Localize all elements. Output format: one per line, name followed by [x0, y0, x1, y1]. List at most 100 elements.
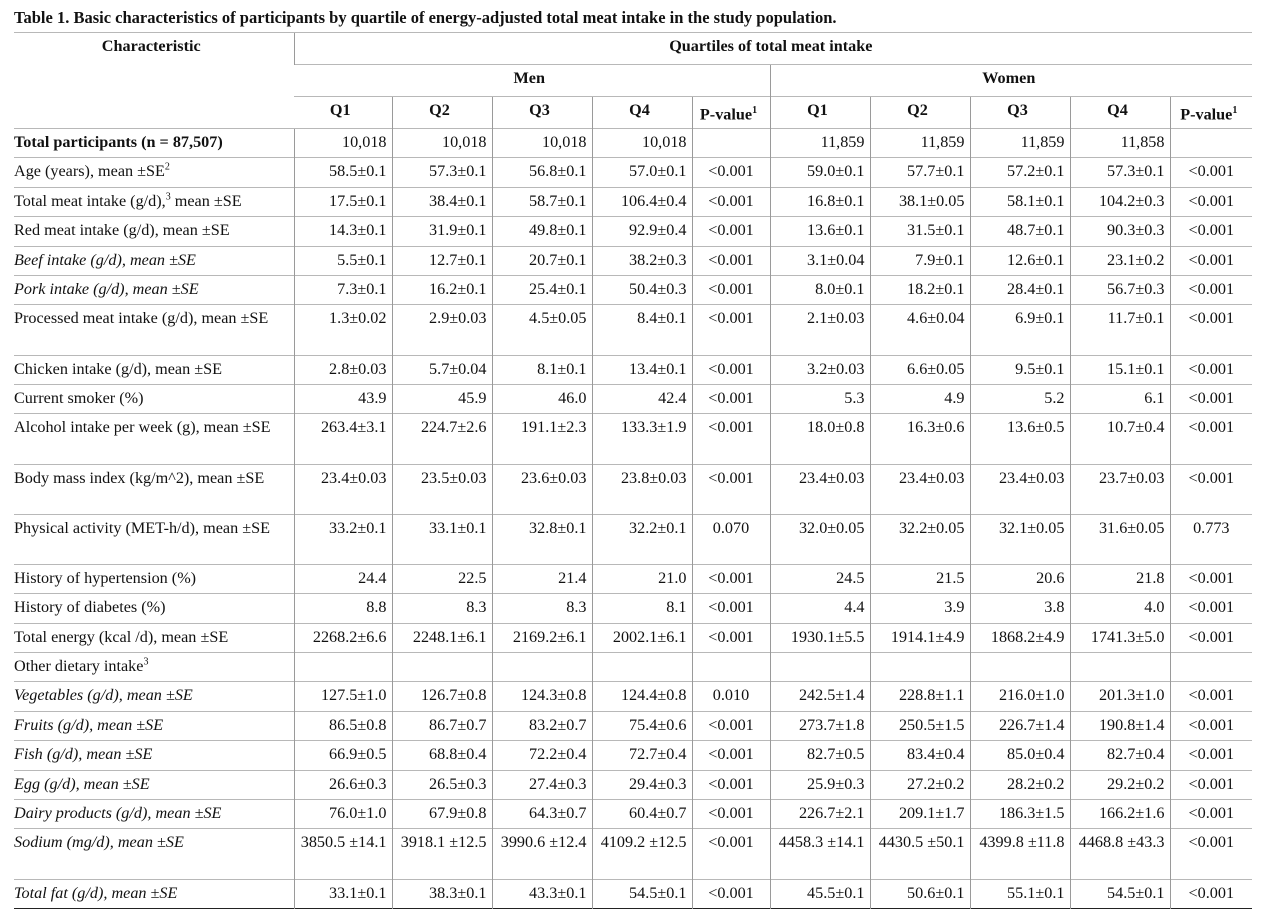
value-cell: 226.7±2.1 — [769, 798, 870, 829]
value-cell — [491, 652, 592, 682]
value-cell: 14.3±0.1 — [293, 216, 392, 247]
value-cell: 32.1±0.05 — [969, 513, 1070, 565]
value-cell: 2268.2±6.6 — [293, 622, 392, 653]
value-cell: 23.7±0.03 — [1069, 463, 1170, 515]
value-cell: 75.4±0.6 — [591, 710, 692, 741]
row-label: Beef intake (g/d), mean ±SE — [14, 245, 294, 276]
value-cell: 18.0±0.8 — [769, 413, 870, 464]
value-cell: 82.7±0.5 — [769, 740, 870, 771]
p-value-cell: <0.001 — [1169, 157, 1253, 188]
value-cell: 186.3±1.5 — [969, 798, 1070, 829]
value-cell: 23.4±0.03 — [293, 463, 392, 515]
value-cell: 3.1±0.04 — [769, 245, 870, 276]
value-cell: 4.9 — [869, 383, 970, 414]
column-header-women-p-value: P-value1 — [1169, 96, 1253, 129]
table-row: History of diabetes (%) 8.8 8.3 8.3 8.1 <0.00… — [14, 593, 1253, 624]
p-value-cell: <0.001 — [1169, 622, 1253, 653]
value-cell: 4458.3 ±14.1 — [769, 828, 870, 880]
value-cell: 43.3±0.1 — [491, 878, 592, 909]
value-cell: 190.8±1.4 — [1069, 710, 1170, 741]
value-cell — [293, 652, 392, 682]
p-value-cell: <0.001 — [1169, 383, 1253, 414]
quartiles-header: Quartiles of total meat intake — [293, 32, 1253, 65]
value-cell: 250.5±1.5 — [869, 710, 970, 741]
p-value-cell: <0.001 — [691, 463, 770, 515]
row-label: Vegetables (g/d), mean ±SE — [14, 681, 294, 712]
value-cell: 27.2±0.2 — [869, 769, 970, 800]
value-cell: 2.9±0.03 — [391, 304, 492, 356]
value-cell: 45.5±0.1 — [769, 878, 870, 909]
row-label: Egg (g/d), mean ±SE — [14, 769, 294, 800]
value-cell: 24.4 — [293, 563, 392, 594]
value-cell: 38.4±0.1 — [391, 186, 492, 217]
value-cell: 58.7±0.1 — [491, 186, 592, 217]
table-row: History of hypertension (%) 24.4 22.5 21.4 2… — [14, 563, 1253, 594]
value-cell: 3.9 — [869, 593, 970, 624]
value-cell: 33.1±0.1 — [391, 513, 492, 565]
value-cell: 66.9±0.5 — [293, 740, 392, 771]
p-value-cell: <0.001 — [1169, 563, 1253, 594]
table-row: Processed meat intake (g/d), mean ±SE 1.3… — [14, 304, 1253, 356]
p-value-cell: <0.001 — [1169, 413, 1253, 464]
value-cell — [391, 652, 492, 682]
value-cell: 124.3±0.8 — [491, 681, 592, 712]
row-label: Total meat intake (g/d),3 mean ±SE — [14, 186, 294, 217]
p-value-cell: <0.001 — [691, 274, 770, 305]
row-label: Alcohol intake per week (g), mean ±SE — [14, 413, 294, 464]
value-cell: 8.3 — [391, 593, 492, 624]
value-cell: 32.8±0.1 — [491, 513, 592, 565]
value-cell: 7.9±0.1 — [869, 245, 970, 276]
value-cell: 90.3±0.3 — [1069, 216, 1170, 247]
row-label: Dairy products (g/d), mean ±SE — [14, 798, 294, 829]
row-label: Pork intake (g/d), mean ±SE — [14, 274, 294, 305]
value-cell: 4468.8 ±43.3 — [1069, 828, 1170, 880]
value-cell: 126.7±0.8 — [391, 681, 492, 712]
value-cell: 27.4±0.3 — [491, 769, 592, 800]
value-cell: 23.1±0.2 — [1069, 245, 1170, 276]
value-cell: 50.4±0.3 — [591, 274, 692, 305]
value-cell: 32.0±0.05 — [769, 513, 870, 565]
table-row: Red meat intake (g/d), mean ±SE 14.3±0.1 3… — [14, 216, 1253, 247]
value-cell: 6.6±0.05 — [869, 354, 970, 385]
value-cell: 49.8±0.1 — [491, 216, 592, 247]
value-cell: 38.2±0.3 — [591, 245, 692, 276]
value-cell: 11,859 — [969, 127, 1070, 158]
value-cell: 42.4 — [591, 383, 692, 414]
value-cell: 57.3±0.1 — [1069, 157, 1170, 188]
value-cell: 28.4±0.1 — [969, 274, 1070, 305]
p-value-cell: <0.001 — [1169, 304, 1253, 356]
table-row: Chicken intake (g/d), mean ±SE 2.8±0.03 5.… — [14, 354, 1253, 385]
value-cell: 8.1 — [591, 593, 692, 624]
value-cell: 33.1±0.1 — [293, 878, 392, 909]
value-cell: 11.7±0.1 — [1069, 304, 1170, 356]
value-cell — [591, 652, 692, 682]
p-value-cell: 0.773 — [1169, 513, 1253, 565]
value-cell: 13.6±0.5 — [969, 413, 1070, 464]
value-cell: 3.2±0.03 — [769, 354, 870, 385]
value-cell: 6.1 — [1069, 383, 1170, 414]
value-cell: 8.8 — [293, 593, 392, 624]
table-row: Total meat intake (g/d),3 mean ±SE 17.5±0… — [14, 186, 1253, 217]
table-row: Body mass index (kg/m^2), mean ±SE 23.4±0… — [14, 463, 1253, 515]
p-value-cell: <0.001 — [691, 622, 770, 653]
value-cell — [1069, 652, 1170, 682]
value-cell: 4.5±0.05 — [491, 304, 592, 356]
p-value-cell: <0.001 — [1169, 798, 1253, 829]
value-cell: 82.7±0.4 — [1069, 740, 1170, 771]
value-cell: 124.4±0.8 — [591, 681, 692, 712]
table-row: Vegetables (g/d), mean ±SE 127.5±1.0 126.7… — [14, 681, 1253, 712]
p-value-cell: <0.001 — [691, 245, 770, 276]
value-cell: 22.5 — [391, 563, 492, 594]
characteristics-table: Characteristic Quartiles of total meat i… — [14, 32, 1253, 909]
p-value-cell: <0.001 — [1169, 274, 1253, 305]
value-cell: 60.4±0.7 — [591, 798, 692, 829]
table-row: Dairy products (g/d), mean ±SE 76.0±1.0 67… — [14, 798, 1253, 829]
value-cell: 3990.6 ±12.4 — [491, 828, 592, 880]
value-cell: 31.6±0.05 — [1069, 513, 1170, 565]
value-cell: 23.4±0.03 — [869, 463, 970, 515]
p-value-cell: <0.001 — [691, 798, 770, 829]
value-cell: 59.0±0.1 — [769, 157, 870, 188]
row-label: Red meat intake (g/d), mean ±SE — [14, 216, 294, 247]
value-cell: 28.2±0.2 — [969, 769, 1070, 800]
column-header-women-q1: Q1 — [769, 96, 870, 129]
